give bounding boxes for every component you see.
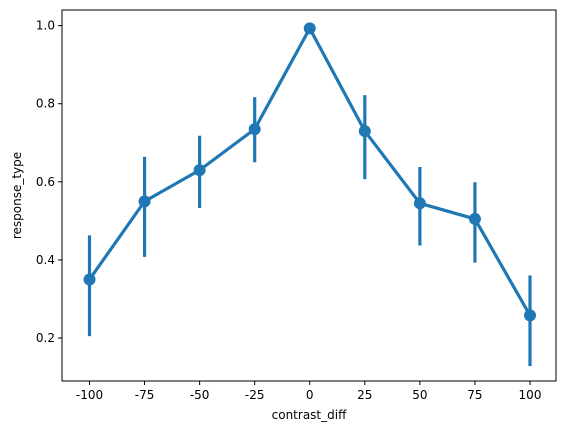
x-tick-label: 75 — [467, 388, 482, 402]
y-tick-label: 0.6 — [36, 175, 55, 189]
data-point — [524, 309, 536, 322]
data-points — [83, 22, 536, 322]
x-ticks — [89, 381, 531, 385]
data-point — [358, 125, 371, 138]
data-point — [468, 212, 481, 225]
y-ticks — [58, 25, 62, 339]
y-tick-label: 1.0 — [36, 19, 55, 33]
data-point — [248, 123, 261, 136]
x-axis-label: contrast_diff — [272, 408, 347, 422]
x-tick-label: 25 — [357, 388, 372, 402]
x-tick-label: 0 — [306, 388, 314, 402]
series-lines — [88, 26, 532, 317]
y-tick-label: 0.8 — [36, 97, 55, 111]
x-tick-label: -75 — [135, 388, 155, 402]
plot-frame — [61, 9, 557, 382]
y-tick-labels: 0.2 0.4 0.6 0.8 1.0 — [36, 19, 55, 345]
x-tick-label: 100 — [519, 388, 542, 402]
x-tick-label: -100 — [76, 388, 103, 402]
data-point — [303, 22, 316, 35]
x-tick-label: -50 — [190, 388, 210, 402]
x-tick-labels: -100 -75 -50 -25 0 25 50 75 100 — [76, 388, 542, 402]
x-tick-label: -25 — [245, 388, 265, 402]
data-point — [193, 164, 206, 177]
data-point — [138, 195, 151, 208]
data-point — [413, 197, 426, 210]
data-point — [83, 273, 96, 286]
y-tick-label: 0.2 — [36, 331, 55, 345]
x-tick-label: 50 — [412, 388, 427, 402]
y-axis-label: response_type — [10, 152, 24, 239]
series-line — [88, 26, 532, 317]
y-tick-label: 0.4 — [36, 253, 55, 267]
